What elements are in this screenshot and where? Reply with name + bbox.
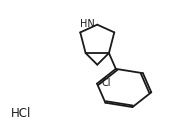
Text: HN: HN [80,19,95,29]
Text: Cl: Cl [101,78,111,88]
Text: HCl: HCl [11,107,31,120]
